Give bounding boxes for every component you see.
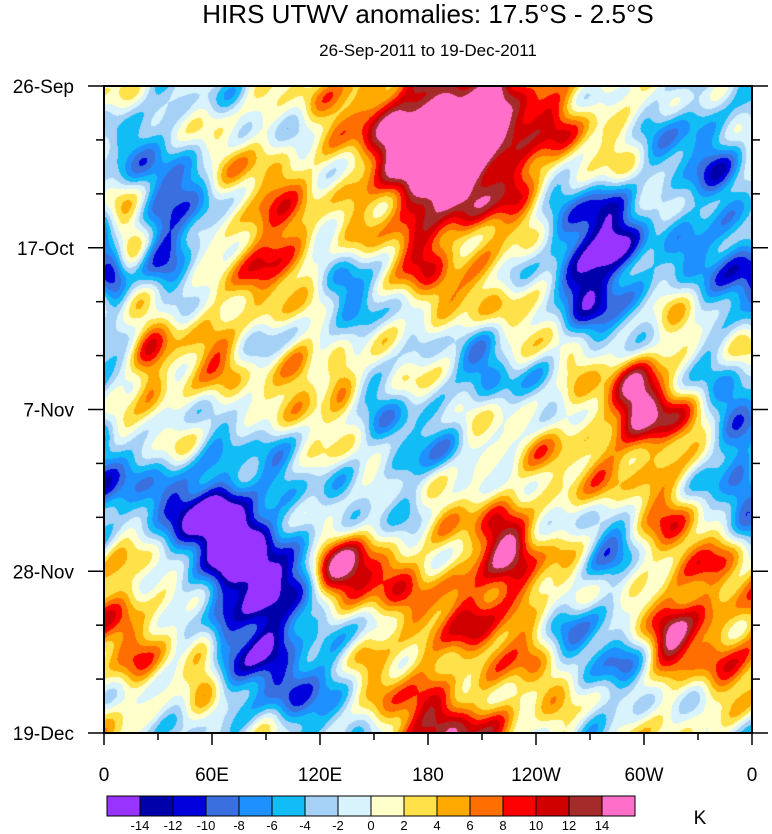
x-tick-label: 60E [195,765,229,786]
colorbar-swatch [172,795,207,817]
colorbar-swatch [238,795,273,817]
colorbar-units: K [694,808,707,829]
colorbar-swatch [337,795,372,817]
x-tick-label: 120W [511,765,561,786]
colorbar-label: 12 [562,818,576,833]
colorbar-label: 4 [433,818,440,833]
colorbar-label: -12 [164,818,183,833]
colorbar-label: -14 [131,818,150,833]
y-tick-label: 17-Oct [17,239,75,260]
colorbar-swatch [535,795,570,817]
x-tick-label: 180 [412,765,444,786]
colorbar-label: 10 [529,818,543,833]
chart-subtitle: 26-Sep-2011 to 19-Dec-2011 [319,41,537,60]
colorbar-label: -2 [332,818,344,833]
colorbar-swatch [139,795,174,817]
heatmap-field [104,86,752,733]
y-axis: 26-Sep 17-Oct 7-Nov 28-Nov 19-Dec [13,77,768,745]
x-tick-label: 60W [624,765,663,786]
colorbar-swatch [271,795,306,817]
colorbar-swatch [502,795,537,817]
colorbar-label: 0 [367,818,374,833]
x-tick-label: 0 [747,765,758,786]
colorbar-swatch [568,795,603,817]
colorbar-label: 2 [400,818,407,833]
colorbar-swatch [403,795,438,817]
colorbar-label: 8 [499,818,506,833]
y-tick-label: 26-Sep [13,77,74,98]
colorbar-label: -10 [197,818,216,833]
colorbar-swatch [601,795,636,817]
colorbar-swatch [370,795,405,817]
colorbar-label: -6 [266,818,278,833]
colorbar-swatch [304,795,339,817]
colorbar-swatch [205,795,240,817]
x-axis: 0 60E 120E 180 120W 60W 0 [99,733,758,786]
chart-title: HIRS UTWV anomalies: 17.5°S - 2.5°S [202,0,653,29]
y-tick-label: 7-Nov [23,401,74,422]
x-tick-label: 0 [99,765,110,786]
colorbar-swatch [106,795,141,817]
colorbar-label: 14 [595,818,609,833]
colorbar: -14 -12 -10 -8 -6 -4 -2 0 2 4 6 8 10 12 14 [106,795,636,833]
colorbar-label: -8 [233,818,245,833]
colorbar-label: -4 [299,818,311,833]
x-tick-label: 120E [298,765,342,786]
y-tick-label: 19-Dec [13,724,74,745]
colorbar-swatch [469,795,504,817]
heatmap-field-container [104,86,752,733]
y-tick-label: 28-Nov [13,562,75,583]
colorbar-swatch [436,795,471,817]
colorbar-label: 6 [466,818,473,833]
